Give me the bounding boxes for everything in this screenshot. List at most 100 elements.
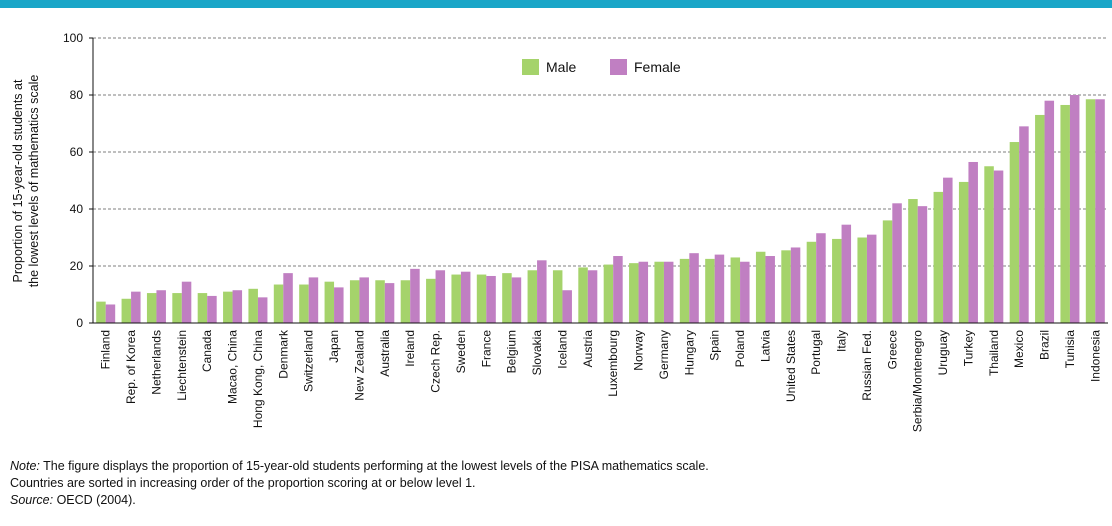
x-category-label: Italy <box>835 330 849 352</box>
note-label: Note: <box>10 459 40 473</box>
x-category-label: Denmark <box>276 329 290 379</box>
bar-female <box>968 161 978 323</box>
x-category-label: Finland <box>99 330 113 369</box>
bar-female <box>207 295 217 323</box>
bar-female <box>917 206 928 323</box>
x-category-label: Spain <box>708 330 722 361</box>
x-category-label: Hungary <box>682 330 696 375</box>
bar-female <box>790 247 801 323</box>
bar-male <box>96 301 106 324</box>
bar-female <box>181 281 192 323</box>
x-category-label: Germany <box>657 330 671 379</box>
x-category-label: France <box>479 330 493 368</box>
figure-notes: Note: The figure displays the proportion… <box>10 458 709 509</box>
x-category-label: Switzerland <box>302 330 316 392</box>
x-category-label: Portugal <box>809 330 823 375</box>
x-category-label: Ireland <box>403 330 417 367</box>
bar-male <box>857 237 867 323</box>
bar-female <box>892 203 902 323</box>
bar-male <box>1060 104 1070 323</box>
bar-female <box>993 170 1004 323</box>
x-category-label: Belgium <box>505 330 519 373</box>
bar-male <box>451 274 461 323</box>
bar-male <box>324 281 335 323</box>
bar-male <box>654 261 664 323</box>
bar-male <box>197 293 208 323</box>
bar-female <box>638 261 649 323</box>
bar-female <box>410 268 420 323</box>
bar-female <box>486 275 496 323</box>
bar-male <box>552 270 563 323</box>
axes <box>92 38 1108 324</box>
bar-male <box>958 181 969 323</box>
x-category-label: Hong Kong, China <box>251 330 265 428</box>
x-category-label: Norway <box>632 330 646 371</box>
bar-male <box>603 264 614 323</box>
bar-male <box>476 274 487 323</box>
bar-male <box>146 293 157 323</box>
bar-female <box>283 273 293 324</box>
bar-female <box>841 224 852 323</box>
x-category-label: Austria <box>581 330 595 368</box>
bar-female <box>384 283 395 323</box>
x-category-label: Canada <box>200 330 214 372</box>
bar-male <box>400 280 411 323</box>
bar-male <box>375 280 385 323</box>
bar-male <box>223 291 233 323</box>
note-line-1: Note: The figure displays the proportion… <box>10 458 709 475</box>
legend-label-male: Male <box>546 59 577 75</box>
gridlines <box>93 37 1108 267</box>
x-category-label: Rep. of Korea <box>124 330 138 404</box>
legend-swatch-female <box>610 59 627 75</box>
bar-female <box>1069 95 1080 323</box>
x-category-label: Macao, China <box>226 330 240 404</box>
x-category-label: Indonesia <box>1088 330 1102 382</box>
bar-female <box>714 254 725 323</box>
bar-female <box>943 177 953 323</box>
bar-female <box>740 261 750 323</box>
bar-female <box>587 270 598 323</box>
y-tick-label: 20 <box>70 259 84 273</box>
legend-swatch-male <box>522 59 539 75</box>
x-category-label: Luxembourg <box>606 330 620 397</box>
bar-female <box>460 271 471 323</box>
y-axis-title-line2: the lowest levels of mathematics scale <box>27 75 41 288</box>
x-category-label: New Zealand <box>352 330 366 401</box>
bar-female <box>866 234 877 323</box>
y-tick-label: 40 <box>70 202 84 216</box>
x-category-label: Mexico <box>1012 330 1026 368</box>
bar-female <box>334 287 344 324</box>
bar-male <box>426 278 436 323</box>
x-category-label: Iceland <box>555 330 569 369</box>
bar-female <box>613 256 623 323</box>
bar-female <box>537 260 547 323</box>
legend-label-female: Female <box>634 59 681 75</box>
source-label: Source: <box>10 493 54 507</box>
bar-male <box>299 284 309 323</box>
bar-male <box>502 273 512 324</box>
bar-male <box>832 238 842 323</box>
bar-male <box>755 251 766 323</box>
bar-female <box>232 290 243 323</box>
x-category-label: Uruguay <box>936 330 950 375</box>
bar-female <box>511 277 522 323</box>
bar-female <box>1044 100 1055 323</box>
bar-male <box>705 258 715 324</box>
bar-male <box>1009 142 1020 323</box>
y-tick-label: 80 <box>70 88 84 102</box>
bar-male <box>781 250 791 323</box>
bar-male <box>730 257 741 323</box>
bar-male <box>578 267 588 323</box>
x-category-label: United States <box>784 330 798 402</box>
bar-female <box>663 261 674 323</box>
bar-male <box>172 293 182 323</box>
bar-male <box>933 191 944 323</box>
y-tick-label: 100 <box>63 31 83 45</box>
bar-female <box>257 297 268 323</box>
bars <box>96 95 1105 324</box>
y-tick-label: 0 <box>76 316 83 330</box>
bar-female <box>562 290 572 323</box>
bar-male <box>908 199 918 323</box>
bar-female <box>816 233 826 323</box>
bar-chart: 0 20 40 60 80 100 Finland Rep. of Korea Netherl… <box>11 31 1108 432</box>
